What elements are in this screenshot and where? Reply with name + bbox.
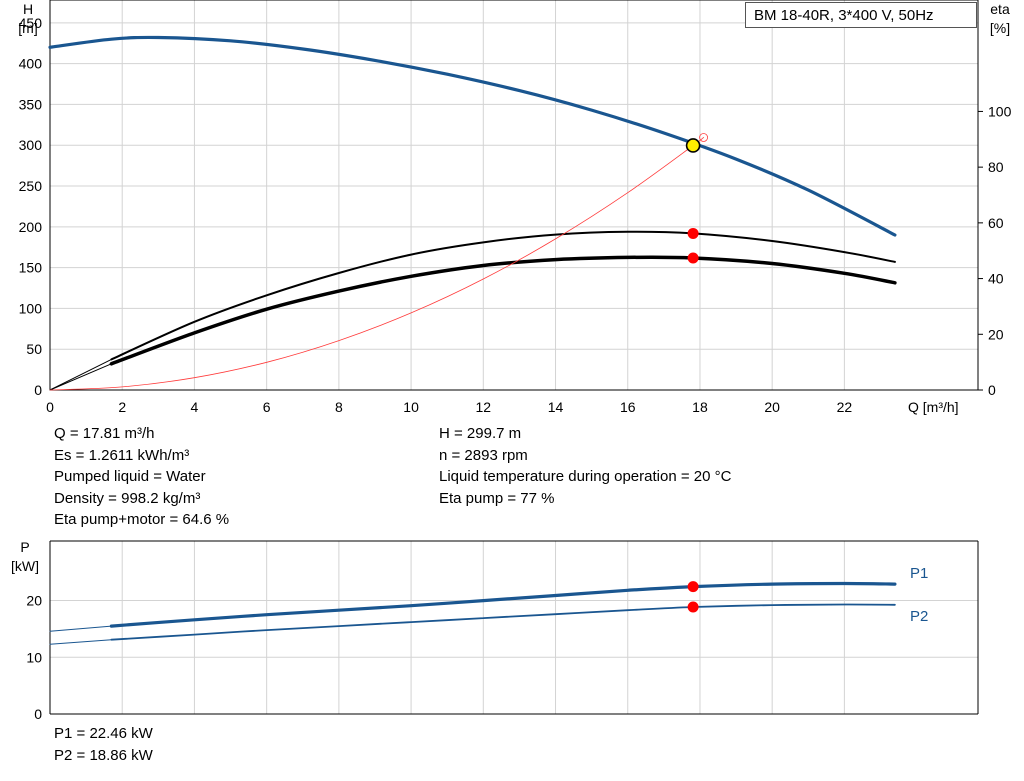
top-xtick-8: 16	[620, 399, 636, 415]
top-y2-axis-label-line-0: eta	[990, 1, 1010, 17]
top-ytick-9: 450	[19, 15, 43, 31]
bot-ytick-0: 0	[34, 706, 42, 722]
top-series-eta-thin-5	[49, 363, 112, 391]
info-power-block: P1 = 22.46 kW P2 = 18.86 kW	[54, 723, 153, 766]
top-y2tick-5: 100	[988, 103, 1012, 119]
top-y-axis-label-line-1: [m]	[18, 20, 37, 36]
top-xtick-9: 18	[692, 399, 708, 415]
top-series-system-6	[49, 137, 704, 391]
top-xtick-6: 12	[476, 399, 492, 415]
bot-series-p2-thin-3	[49, 639, 112, 645]
top-ytick-0: 0	[34, 382, 42, 398]
top-xtick-5: 10	[403, 399, 419, 415]
system-end-marker	[699, 133, 708, 142]
top-ytick-4: 200	[19, 219, 43, 235]
pump-legend-text: BM 18-40R, 3*400 V, 50Hz	[754, 7, 934, 24]
top-y2tick-0: 0	[988, 382, 996, 398]
top-series-eta-total-3	[109, 255, 897, 366]
top-x-axis-label: Q [m³/h]	[908, 399, 959, 415]
top-ytick-1: 50	[26, 341, 42, 357]
info-density: Density = 998.2 kg/m³	[54, 489, 201, 507]
top-y2tick-2: 40	[988, 271, 1004, 287]
bot-ytick-2: 20	[26, 593, 42, 609]
bot-y-axis-label-line-0: P	[20, 539, 29, 555]
top-ytick-3: 150	[19, 260, 43, 276]
bot-ytick-1: 10	[26, 649, 42, 665]
bot-y-axis-label: P [kW]	[11, 539, 39, 574]
top-xtick-7: 14	[548, 399, 564, 415]
top-xtick-4: 8	[335, 399, 343, 415]
info-left-block: Q = 17.81 m³/h Es = 1.2611 kWh/m³ Pumped…	[54, 423, 229, 531]
series-label-p1: P1	[910, 565, 928, 582]
bot-series-p1-0	[109, 581, 897, 628]
top-y2tick-1: 20	[988, 326, 1004, 342]
top-xtick-11: 22	[837, 399, 853, 415]
info-energy: Es = 1.2611 kWh/m³	[54, 446, 190, 464]
top-series-eta-pump-2	[110, 230, 896, 361]
power-plot-series: P1 P2	[49, 565, 928, 645]
top-xtick-1: 2	[118, 399, 126, 415]
info-temperature: Liquid temperature during operation = 20…	[439, 468, 732, 485]
top-series-eta-thin-4	[49, 358, 112, 391]
top-ytick-8: 400	[19, 56, 43, 72]
top-ytick-7: 350	[19, 96, 43, 112]
power-plot-grid	[49, 541, 978, 715]
info-eta-total: Eta pump+motor = 64.6 %	[54, 511, 230, 528]
info-speed: n = 2893 rpm	[439, 446, 528, 464]
top-y2-axis-label-line-1: [%]	[990, 20, 1010, 36]
power-plot-points	[687, 581, 699, 613]
top-xtick-2: 4	[191, 399, 199, 415]
bot-series-p1-thin-2	[49, 625, 112, 632]
info-p1: P1 = 22.46 kW	[54, 725, 153, 742]
pump-legend-box: BM 18-40R, 3*400 V, 50Hz	[745, 2, 977, 28]
power-point-marker-1	[687, 601, 699, 613]
eta-point-marker-2	[687, 252, 699, 264]
top-ytick-6: 300	[19, 137, 43, 153]
top-xtick-3: 6	[263, 399, 271, 415]
bot-series-p2-1	[110, 603, 896, 641]
top-ytick-5: 250	[19, 178, 43, 194]
top-series-head-thin-1	[49, 38, 112, 48]
power-point-marker-0	[687, 581, 699, 593]
top-y2-axis-label: eta [%]	[990, 1, 1010, 36]
top-y2tick-3: 60	[988, 215, 1004, 231]
top-xtick-10: 20	[764, 399, 780, 415]
top-plot-points	[685, 133, 708, 264]
top-plot-series	[48, 35, 897, 391]
top-y-axis-label: H [m]	[18, 1, 37, 36]
info-p2: P2 = 18.86 kW	[54, 746, 153, 764]
info-eta-pump: Eta pump = 77 %	[439, 489, 555, 507]
info-flow: Q = 17.81 m³/h	[54, 425, 155, 442]
info-right-block: H = 299.7 m n = 2893 rpm Liquid temperat…	[439, 423, 731, 509]
bot-y-axis-label-line-1: [kW]	[11, 558, 39, 574]
series-label-p2: P2	[910, 608, 928, 625]
top-plot-grid	[49, 0, 978, 391]
top-xtick-0: 0	[46, 399, 54, 415]
top-plot-axes: 0 2 4 6 8 10 12 14 16 18 20 22050100150200250300350…	[18, 0, 1012, 415]
top-y-axis-label-line-0: H	[23, 1, 33, 17]
power-plot-axes: 0 10 20 P [kW]	[11, 539, 979, 722]
info-head: H = 299.7 m	[439, 425, 522, 442]
duty-point-marker	[685, 138, 701, 153]
eta-point-marker-1	[687, 227, 699, 239]
info-liquid: Pumped liquid = Water	[54, 468, 206, 485]
top-y2tick-4: 80	[988, 159, 1004, 175]
top-series-head-0	[48, 35, 897, 237]
top-ytick-2: 100	[19, 300, 43, 316]
